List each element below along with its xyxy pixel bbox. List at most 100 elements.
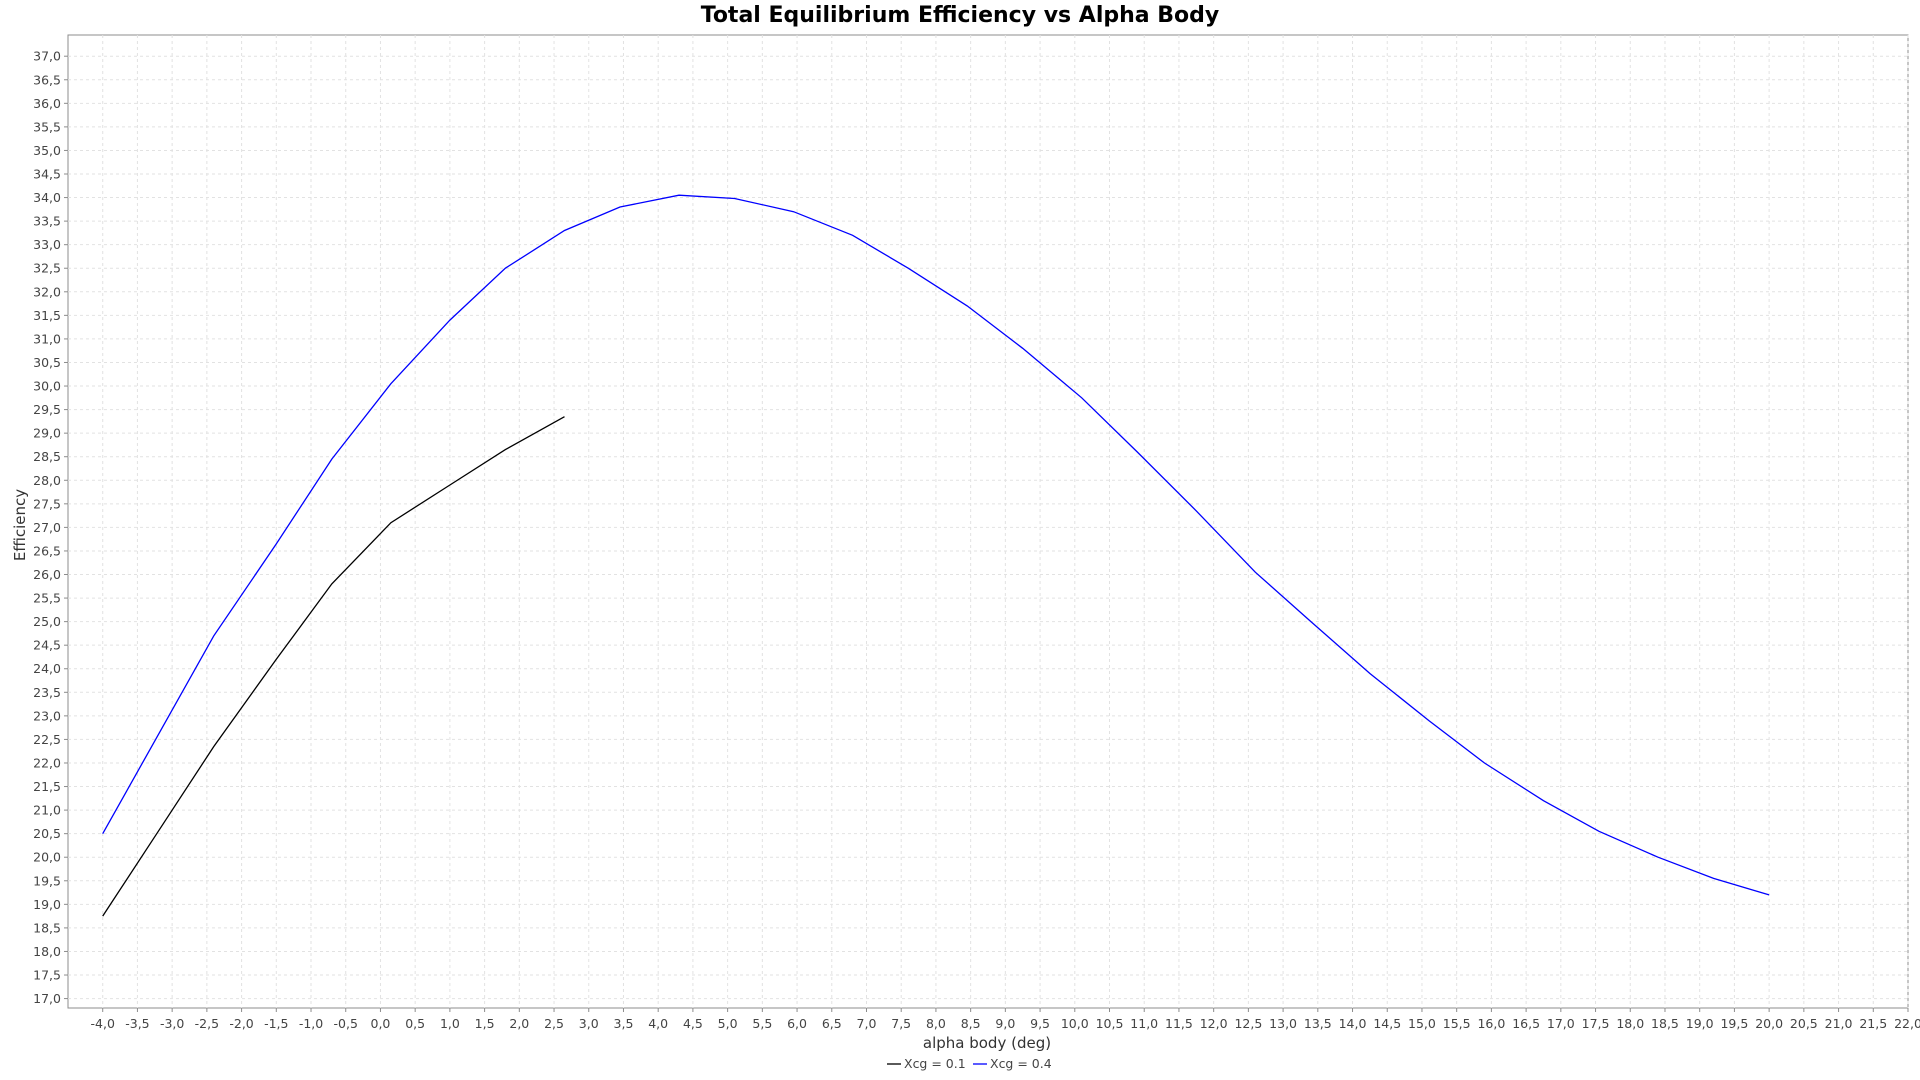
x-tick-label: -3,5 bbox=[125, 1016, 149, 1031]
y-tick-label: 21,5 bbox=[33, 779, 61, 794]
y-tick-label: 28,5 bbox=[33, 449, 61, 464]
legend-item: Xcg = 0.1 bbox=[887, 1056, 966, 1071]
y-tick-label: 26,0 bbox=[33, 567, 61, 582]
x-tick-label: 8,5 bbox=[961, 1016, 981, 1031]
y-tick-label: 18,5 bbox=[33, 920, 61, 935]
legend-label: Xcg = 0.1 bbox=[904, 1056, 966, 1071]
x-tick-label: 20,0 bbox=[1755, 1016, 1783, 1031]
x-tick-label: 18,5 bbox=[1651, 1016, 1679, 1031]
x-tick-label: 6,0 bbox=[787, 1016, 807, 1031]
y-axis: 17,0 17,5 18,0 18,5 19,0 19,5 20,0 20,5 21,0 21,5… bbox=[33, 49, 68, 1006]
y-tick-label: 35,0 bbox=[33, 143, 61, 158]
y-tick-label: 23,0 bbox=[33, 708, 61, 723]
y-tick-label: 20,5 bbox=[33, 826, 61, 841]
x-tick-label: 17,5 bbox=[1582, 1016, 1610, 1031]
x-tick-label: 22,0 bbox=[1894, 1016, 1920, 1031]
x-tick-label: 21,0 bbox=[1825, 1016, 1853, 1031]
plot-area bbox=[67, 34, 1909, 1009]
x-tick-label: 2,5 bbox=[544, 1016, 564, 1031]
x-tick-label: 9,0 bbox=[995, 1016, 1015, 1031]
x-tick-label: 13,5 bbox=[1304, 1016, 1332, 1031]
y-tick-label: 32,5 bbox=[33, 261, 61, 276]
x-tick-label: 1,5 bbox=[475, 1016, 495, 1031]
x-tick-label: 12,0 bbox=[1200, 1016, 1228, 1031]
y-tick-label: 24,5 bbox=[33, 638, 61, 653]
y-tick-label: 24,0 bbox=[33, 661, 61, 676]
x-tick-label: 10,0 bbox=[1061, 1016, 1089, 1031]
x-tick-label: 14,0 bbox=[1339, 1016, 1367, 1031]
x-tick-label: 0,5 bbox=[405, 1016, 425, 1031]
series-group bbox=[102, 194, 1770, 917]
x-tick-label: -1,5 bbox=[264, 1016, 288, 1031]
y-tick-label: 32,0 bbox=[33, 284, 61, 299]
x-tick-label: 15,0 bbox=[1408, 1016, 1436, 1031]
y-tick-label: 31,5 bbox=[33, 308, 61, 323]
x-tick-label: 17,0 bbox=[1547, 1016, 1575, 1031]
y-tick-label: 21,0 bbox=[33, 803, 61, 818]
x-axis-label: alpha body (deg) bbox=[923, 1034, 1051, 1052]
y-tick-label: 25,0 bbox=[33, 614, 61, 629]
x-tick-label: 19,0 bbox=[1686, 1016, 1714, 1031]
y-tick-label: 29,5 bbox=[33, 402, 61, 417]
x-tick-label: 7,5 bbox=[891, 1016, 911, 1031]
legend-item: Xcg = 0.4 bbox=[973, 1056, 1052, 1071]
y-tick-label: 36,0 bbox=[33, 96, 61, 111]
y-tick-label: 17,5 bbox=[33, 968, 61, 983]
x-tick-label: 9,5 bbox=[1030, 1016, 1050, 1031]
x-tick-label: -2,5 bbox=[195, 1016, 219, 1031]
series-line-2 bbox=[102, 194, 1770, 896]
grid-lines bbox=[68, 35, 1909, 1008]
x-axis: -4,0 -3,5 -3,0 -2,5 -2,0 -1,5 -1,0 -0,5 0,0 0,5 1,… bbox=[91, 1008, 1920, 1031]
y-tick-label: 17,0 bbox=[33, 991, 61, 1006]
y-tick-label: 19,0 bbox=[33, 897, 61, 912]
y-tick-label: 30,0 bbox=[33, 379, 61, 394]
x-tick-label: 13,0 bbox=[1269, 1016, 1297, 1031]
y-tick-label: 26,5 bbox=[33, 543, 61, 558]
y-tick-label: 33,5 bbox=[33, 214, 61, 229]
y-tick-label: 22,0 bbox=[33, 755, 61, 770]
x-tick-label: 19,5 bbox=[1720, 1016, 1748, 1031]
x-tick-label: 20,5 bbox=[1790, 1016, 1818, 1031]
y-tick-label: 35,5 bbox=[33, 119, 61, 134]
x-tick-label: 6,5 bbox=[822, 1016, 842, 1031]
x-tick-label: -2,0 bbox=[229, 1016, 253, 1031]
x-tick-label: 11,0 bbox=[1130, 1016, 1158, 1031]
y-tick-label: 36,5 bbox=[33, 72, 61, 87]
legend: Xcg = 0.1 Xcg = 0.4 bbox=[887, 1056, 1052, 1071]
series-line-1 bbox=[102, 416, 565, 917]
x-tick-label: -3,0 bbox=[160, 1016, 184, 1031]
y-tick-label: 33,0 bbox=[33, 237, 61, 252]
x-tick-label: 4,5 bbox=[683, 1016, 703, 1031]
x-tick-label: 0,0 bbox=[371, 1016, 391, 1031]
x-tick-label: 8,0 bbox=[926, 1016, 946, 1031]
x-tick-label: -1,0 bbox=[299, 1016, 323, 1031]
x-tick-label: 15,5 bbox=[1443, 1016, 1471, 1031]
y-tick-label: 27,5 bbox=[33, 496, 61, 511]
y-tick-label: 27,0 bbox=[33, 520, 61, 535]
x-tick-label: -0,5 bbox=[334, 1016, 358, 1031]
y-tick-label: 34,5 bbox=[33, 167, 61, 182]
legend-label: Xcg = 0.4 bbox=[990, 1056, 1052, 1071]
chart-title: Total Equilibrium Efficiency vs Alpha Bo… bbox=[701, 3, 1220, 28]
x-tick-label: 10,5 bbox=[1096, 1016, 1124, 1031]
x-tick-label: 5,5 bbox=[752, 1016, 772, 1031]
x-tick-label: 18,0 bbox=[1616, 1016, 1644, 1031]
x-tick-label: 16,5 bbox=[1512, 1016, 1540, 1031]
x-tick-label: 5,0 bbox=[718, 1016, 738, 1031]
y-tick-label: 31,0 bbox=[33, 331, 61, 346]
x-tick-label: 1,0 bbox=[440, 1016, 460, 1031]
x-tick-label: 2,0 bbox=[509, 1016, 529, 1031]
plot-area-group bbox=[67, 34, 1909, 1009]
y-tick-label: 20,0 bbox=[33, 850, 61, 865]
x-tick-label: 12,5 bbox=[1234, 1016, 1262, 1031]
x-tick-label: 3,5 bbox=[614, 1016, 634, 1031]
y-tick-label: 30,5 bbox=[33, 355, 61, 370]
x-tick-label: 14,5 bbox=[1373, 1016, 1401, 1031]
y-tick-label: 25,5 bbox=[33, 591, 61, 606]
y-tick-label: 28,0 bbox=[33, 473, 61, 488]
y-tick-label: 34,0 bbox=[33, 190, 61, 205]
y-axis-label: Efficiency bbox=[11, 489, 29, 561]
x-tick-label: 3,0 bbox=[579, 1016, 599, 1031]
